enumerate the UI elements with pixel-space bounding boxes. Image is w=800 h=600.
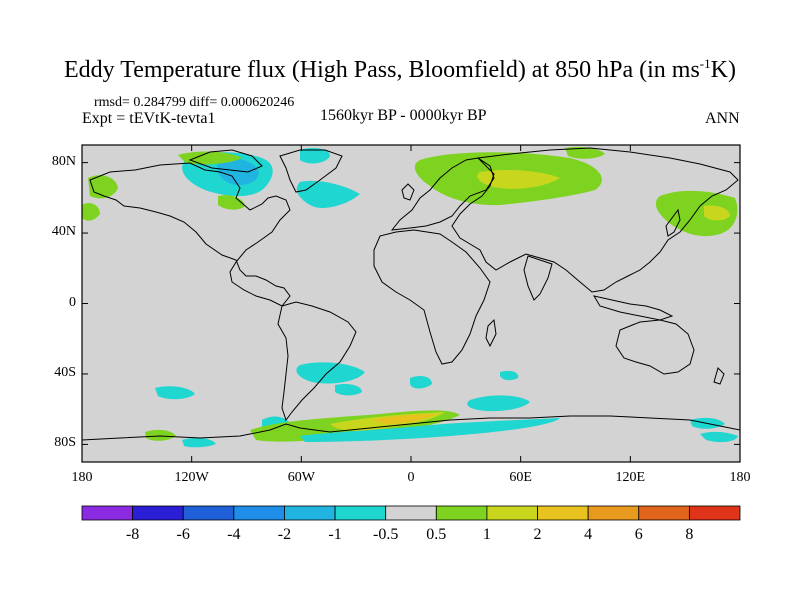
colorbar-swatch: [486, 505, 538, 521]
coast-new-zealand: [713, 367, 725, 385]
anomaly-westantarctic-negative: [182, 437, 216, 448]
map-ticks: [81, 145, 741, 462]
anomaly-antarctic-band-negative: [300, 418, 560, 442]
coast-antarctica: [82, 415, 740, 441]
coastlines: [82, 147, 740, 441]
colorbar-swatch: [182, 505, 235, 521]
colorbar-label: -6: [176, 526, 190, 543]
anomaly-westpac-positive: [82, 203, 100, 221]
coast-japan: [665, 208, 681, 237]
lat-label: 80N: [51, 153, 76, 169]
coast-indonesia: [592, 295, 674, 321]
colorbar-swatch: [233, 505, 285, 521]
colorbar-swatch: [435, 505, 488, 521]
coast-north-america: [89, 162, 291, 307]
anomaly-canada-negative: [216, 158, 259, 186]
colorbar-label: -8: [125, 526, 140, 543]
coast-india: [523, 255, 553, 301]
anomaly-kerguelen-negative: [500, 370, 519, 381]
colorbar-label: -1: [328, 526, 342, 543]
coast-africa: [373, 229, 491, 365]
lat-label: 40S: [54, 364, 76, 380]
colorbar-label: -0.5: [373, 526, 399, 543]
anomaly-southindian2-negative: [410, 376, 432, 389]
lon-label: 60W: [287, 470, 315, 485]
lat-label: 40N: [51, 224, 76, 240]
colorbar-swatch: [132, 505, 184, 521]
colorbar-label: 8: [685, 526, 694, 543]
colorbar-swatch: [81, 505, 134, 521]
anomaly-southindian-negative: [467, 395, 530, 412]
lon-label: 60E: [509, 470, 532, 485]
anomaly-northpac-positive: [655, 190, 738, 237]
chart-title: Eddy Temperature flux (High Pass, Bloomf…: [64, 56, 736, 83]
lon-label: 180: [71, 470, 93, 485]
anomaly-antarctic-strong: [372, 414, 436, 424]
period-label: 1560kyr BP - 0000kyr BP: [320, 107, 487, 124]
coast-australia: [615, 319, 695, 375]
coast-greenland: [279, 149, 343, 193]
colorbar-swatch: [688, 505, 741, 521]
lon-label: 180: [729, 470, 751, 485]
colorbar-label: 1: [482, 526, 491, 543]
colorbar-swatch: [284, 505, 336, 521]
lat-label: 0: [69, 294, 76, 310]
coast-europe: [390, 157, 495, 231]
colorbar-label: 2: [533, 526, 542, 543]
anomaly-westantarctic-positive: [145, 429, 176, 441]
experiment-label: Expt = tEVtK-tevta1: [82, 110, 216, 127]
colorbar-label: -4: [227, 526, 241, 543]
anomaly-southatl2-negative: [335, 383, 362, 396]
anomaly-eurasia-mid: [477, 170, 560, 189]
colorbar-swatch: [587, 505, 640, 521]
anomaly-baffin-negative: [300, 148, 330, 164]
lat-label: 80S: [54, 435, 76, 451]
coast-canadian-arctic: [188, 149, 263, 173]
anomaly-antarctic-east-negative: [700, 431, 738, 443]
anomaly-arctic-positive: [565, 146, 605, 159]
colorbar-swatch: [385, 505, 437, 521]
anomaly-southpac-negative: [155, 386, 195, 400]
coast-asia: [451, 147, 739, 293]
colorbar-swatch: [638, 505, 690, 521]
anomaly-northpac-mid: [704, 205, 730, 221]
coast-britain: [401, 183, 415, 201]
coast-madagascar: [485, 318, 497, 348]
colorbar-swatch: [537, 505, 589, 521]
colorbar-label: 6: [634, 526, 643, 543]
anomaly-southatlantic-negative: [296, 362, 365, 384]
season-label: ANN: [705, 110, 740, 127]
anomaly-labrador-negative: [296, 180, 360, 208]
colorbar-swatch: [334, 505, 387, 521]
lon-label: 120W: [174, 470, 209, 485]
stats-label: rmsd= 0.284799 diff= 0.000620246: [94, 95, 295, 110]
lon-label: 0: [407, 470, 415, 485]
lon-label: 120E: [615, 470, 646, 485]
colorbar-label: 4: [584, 526, 593, 543]
colorbar-label: 0.5: [426, 526, 447, 543]
coast-south-america: [277, 301, 357, 422]
colorbar: [81, 505, 741, 521]
anomaly-hudson-positive: [218, 195, 245, 210]
anomaly-field: [82, 146, 738, 448]
colorbar-label: -2: [277, 526, 292, 543]
